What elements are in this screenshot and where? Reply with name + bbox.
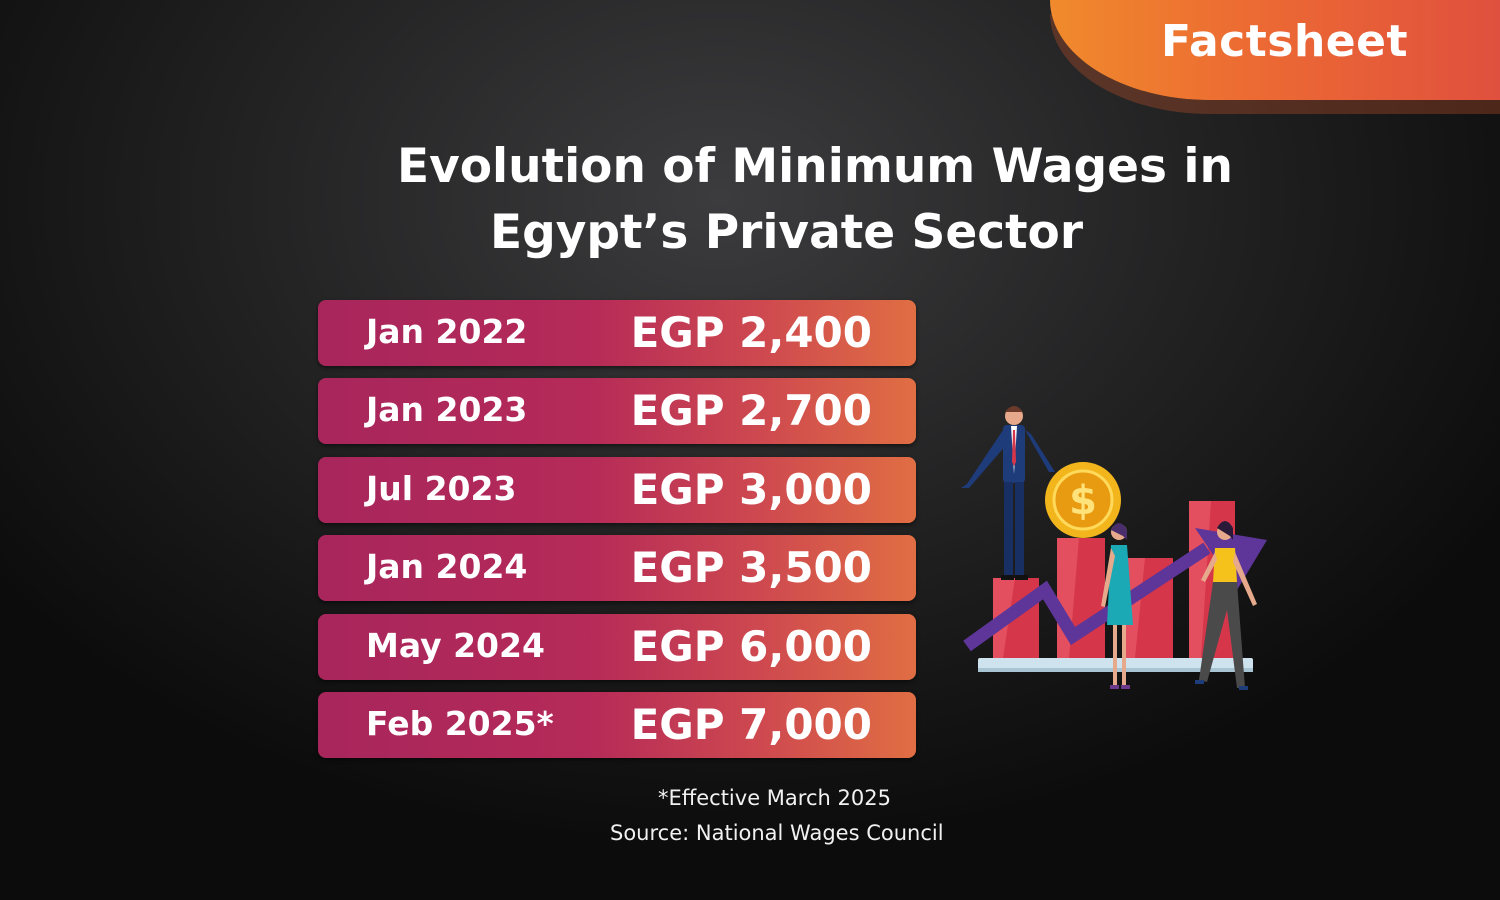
wage-row-date: Jan 2022 — [366, 312, 528, 351]
wage-row-value: EGP 2,400 — [630, 308, 872, 357]
factsheet-badge-label: Factsheet — [1160, 16, 1408, 67]
title-line-2: Egypt’s Private Sector — [490, 205, 1084, 260]
svg-text:$: $ — [1069, 478, 1097, 524]
wage-row-date: Feb 2025* — [366, 703, 554, 743]
dollar-coin-icon: $ — [1045, 462, 1121, 538]
woman-figure-teal — [1101, 523, 1133, 689]
wage-table: Jan 2022 EGP 2,400 Jan 2023 EGP 2,700 Jul 20… — [318, 300, 916, 770]
source-note: Source: National Wages Council — [610, 821, 944, 845]
wage-row: May 2024 EGP 6,000 — [318, 613, 916, 680]
wage-row-value: EGP 6,000 — [630, 621, 872, 671]
businessman-figure — [961, 406, 1055, 580]
wage-row-value: EGP 7,000 — [630, 699, 872, 749]
business-growth-illustration: $ — [961, 406, 1267, 690]
footnote: *Effective March 2025 — [658, 786, 891, 810]
wage-row-value: EGP 3,000 — [630, 464, 872, 514]
wage-row-date: Jan 2024 — [366, 547, 528, 587]
wage-row: Jan 2024 EGP 3,500 — [318, 535, 916, 602]
factsheet-badge: Factsheet — [1050, 0, 1500, 100]
wage-row: Feb 2025* EGP 7,000 — [318, 691, 916, 758]
title-line-1: Evolution of Minimum Wages in — [397, 139, 1233, 194]
woman-figure-yellow — [1195, 521, 1257, 690]
wage-row-value: EGP 2,700 — [630, 386, 872, 436]
wage-row-date: Jan 2023 — [366, 390, 528, 430]
wage-row-value: EGP 3,500 — [630, 543, 872, 593]
wage-row-date: May 2024 — [366, 625, 545, 665]
wage-row-date: Jul 2023 — [366, 468, 517, 508]
wage-row: Jul 2023 EGP 3,000 — [318, 456, 916, 523]
wage-row: Jan 2022 EGP 2,400 — [318, 300, 916, 366]
wage-row: Jan 2023 EGP 2,700 — [318, 378, 916, 445]
trend-arrow — [963, 542, 1211, 652]
